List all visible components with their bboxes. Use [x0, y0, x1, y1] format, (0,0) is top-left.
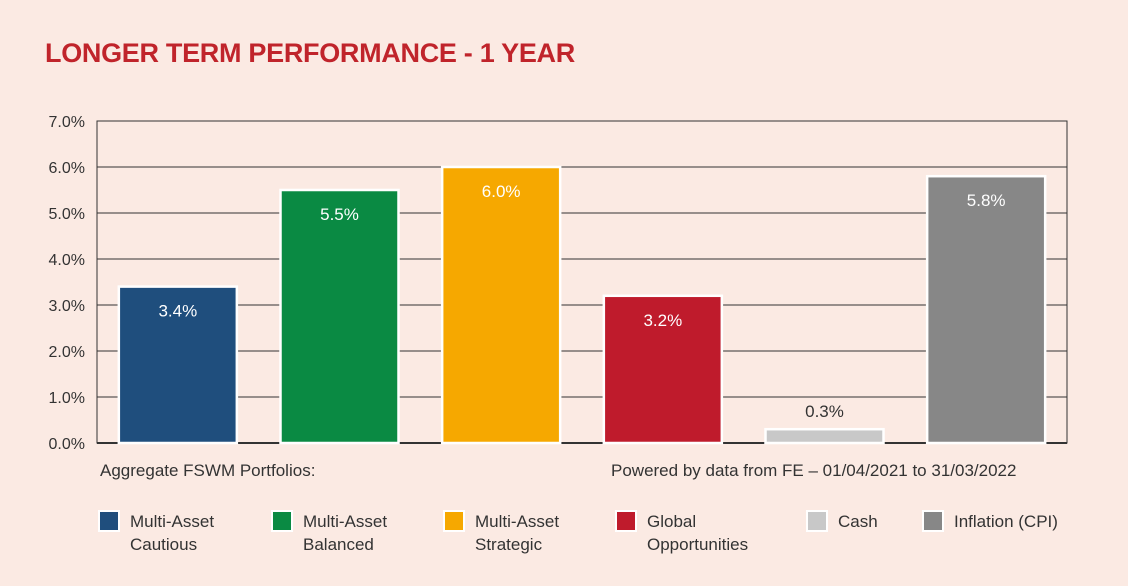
data-label: 5.8% [967, 191, 1006, 210]
legend-item-cautious: Multi-Asset Cautious [98, 510, 214, 556]
bar-chart: 0.0% 1.0% 2.0% 3.0% 4.0% 5.0% 6.0% 7.0% 3.4% 5.5%… [49, 114, 1068, 453]
data-source-note: Powered by data from FE – 01/04/2021 to … [611, 461, 1017, 480]
bar [925, 174, 1047, 445]
legend-swatch [443, 510, 465, 532]
legend-label: Multi-Asset Balanced [303, 512, 388, 554]
legend-swatch [922, 510, 944, 532]
plot-area [96, 120, 1068, 444]
y-tick-label: 3.0% [49, 298, 85, 315]
legend-item-cash: Cash [806, 510, 878, 533]
legend-item-balanced: Multi-Asset Balanced [271, 510, 387, 556]
legend-item-inflation: Inflation (CPI) [922, 510, 1058, 533]
data-label: 5.5% [320, 205, 359, 224]
legend-swatch [98, 510, 120, 532]
legend-label: Global Opportunities [647, 512, 749, 554]
bar [602, 294, 724, 445]
data-label: 0.3% [805, 402, 844, 421]
legend-swatch [615, 510, 637, 532]
y-tick-label: 0.0% [49, 436, 85, 453]
data-label: 3.2% [643, 311, 682, 330]
legend-item-global: Global Opportunities [615, 510, 748, 556]
legend-label: Cash [838, 512, 878, 531]
y-tick-label: 7.0% [49, 114, 85, 131]
legend-swatch [806, 510, 828, 532]
data-label: 3.4% [158, 302, 197, 321]
y-tick-label: 1.0% [49, 390, 85, 407]
chart-title: LONGER TERM PERFORMANCE - 1 YEAR [45, 38, 575, 68]
portfolios-note: Aggregate FSWM Portfolios: [100, 461, 316, 480]
data-label: 6.0% [482, 182, 521, 201]
legend-swatch [271, 510, 293, 532]
bar [440, 165, 562, 445]
bar [764, 427, 885, 445]
y-tick-label: 5.0% [49, 206, 85, 223]
bar [117, 285, 239, 445]
y-tick-label: 2.0% [49, 344, 85, 361]
y-tick-label: 6.0% [49, 160, 85, 177]
legend-label: Inflation (CPI) [954, 512, 1058, 531]
legend-label: Multi-Asset Strategic [475, 512, 560, 554]
bar [279, 188, 400, 445]
y-tick-label: 4.0% [49, 252, 85, 269]
legend-item-strategic: Multi-Asset Strategic [443, 510, 559, 556]
legend-label: Multi-Asset Cautious [130, 512, 215, 554]
